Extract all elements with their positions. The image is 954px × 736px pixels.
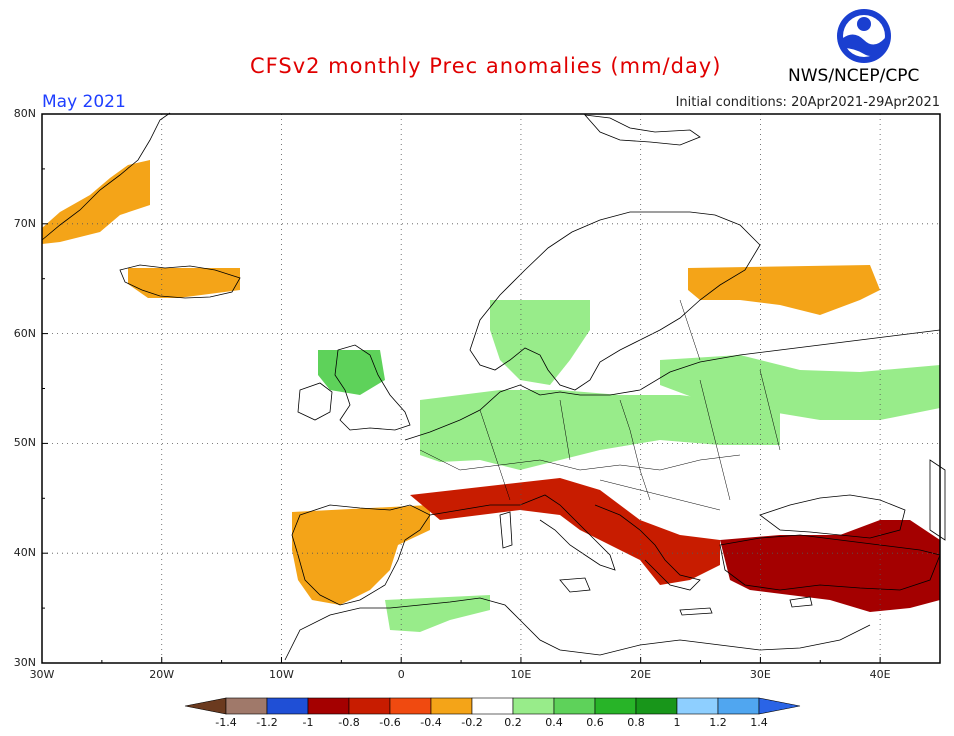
longitude-label: 20W bbox=[149, 668, 175, 681]
anomaly-region-north-africa bbox=[385, 595, 490, 632]
axis-ticks-layer bbox=[41, 113, 941, 664]
longitude-label: 30E bbox=[749, 668, 771, 681]
anomaly-region-russia-north bbox=[688, 265, 880, 315]
colorbar-segment bbox=[184, 697, 227, 715]
anomaly-region-scandinavia bbox=[490, 300, 590, 385]
longitude-label: 10E bbox=[510, 668, 532, 681]
anomaly-region-italy-balkans bbox=[410, 478, 720, 585]
initial-conditions: Initial conditions: 20Apr2021-29Apr2021 bbox=[675, 95, 940, 110]
latitude-label: 40N bbox=[13, 546, 36, 560]
colorbar-label: -0.8 bbox=[338, 716, 360, 729]
latitude-label: 80N bbox=[13, 107, 36, 120]
latitude-label: 70N bbox=[13, 216, 36, 230]
colorbar-segment bbox=[758, 697, 801, 715]
colorbar-label: 1.2 bbox=[709, 716, 727, 729]
colorbar-segment bbox=[471, 697, 514, 715]
colorbar-label: 1.4 bbox=[750, 716, 768, 729]
colorbar-segment bbox=[266, 697, 309, 715]
latitude-label: 50N bbox=[13, 436, 36, 450]
colorbar-segment bbox=[389, 697, 432, 715]
longitude-label: 0 bbox=[397, 668, 405, 681]
colorbar-label: -1.2 bbox=[256, 716, 278, 729]
forecast-month: May 2021 bbox=[42, 92, 126, 112]
map-title: CFSv2 monthly Prec anomalies (mm/day) bbox=[250, 54, 722, 78]
latitude-label: 60N bbox=[13, 326, 36, 340]
colorbar-segment bbox=[430, 697, 473, 715]
anomaly-region-iceland bbox=[128, 268, 240, 298]
colorbar-label: 0.4 bbox=[545, 716, 563, 729]
longitude-label: 10W bbox=[269, 668, 294, 681]
coastline-layer bbox=[41, 112, 946, 661]
colorbar-segment bbox=[512, 697, 555, 715]
anomaly-region-eastern-europe bbox=[660, 355, 940, 420]
colorbar-label: 0.6 bbox=[586, 716, 604, 729]
colorbar-segment bbox=[348, 697, 391, 715]
colorbar-segment bbox=[225, 697, 268, 715]
colorbar-segment bbox=[676, 697, 719, 715]
anomaly-region-greenland-coast bbox=[42, 160, 150, 244]
colorbar-label: -1 bbox=[302, 716, 314, 729]
longitude-label: 20E bbox=[630, 668, 652, 681]
colorbar-label: 0.8 bbox=[627, 716, 645, 729]
noaa-logo-icon bbox=[837, 9, 891, 63]
colorbar-segment bbox=[635, 697, 678, 715]
country-borders-layer bbox=[419, 299, 781, 511]
latitude-label: 30N bbox=[13, 656, 36, 669]
anomaly-region-central-europe bbox=[420, 390, 780, 470]
longitude-label: 40E bbox=[869, 668, 891, 681]
anomaly-region-iberia bbox=[292, 505, 430, 605]
colorbar-label: -0.2 bbox=[461, 716, 483, 729]
anomaly-region-scotland bbox=[318, 350, 385, 395]
agency-label: NWS/NCEP/CPC bbox=[788, 66, 920, 86]
colorbar-label: -0.4 bbox=[420, 716, 442, 729]
colorbar-segment bbox=[717, 697, 760, 715]
colorbar-segment bbox=[594, 697, 637, 715]
colorbar-label: -0.6 bbox=[379, 716, 401, 729]
colorbar-segment bbox=[553, 697, 596, 715]
colorbar-label: -1.4 bbox=[215, 716, 237, 729]
longitude-label: 30W bbox=[29, 668, 55, 681]
colorbar-label: 1 bbox=[673, 716, 681, 729]
colorbar-segment bbox=[307, 697, 350, 715]
colorbar-label: 0.2 bbox=[504, 716, 522, 729]
